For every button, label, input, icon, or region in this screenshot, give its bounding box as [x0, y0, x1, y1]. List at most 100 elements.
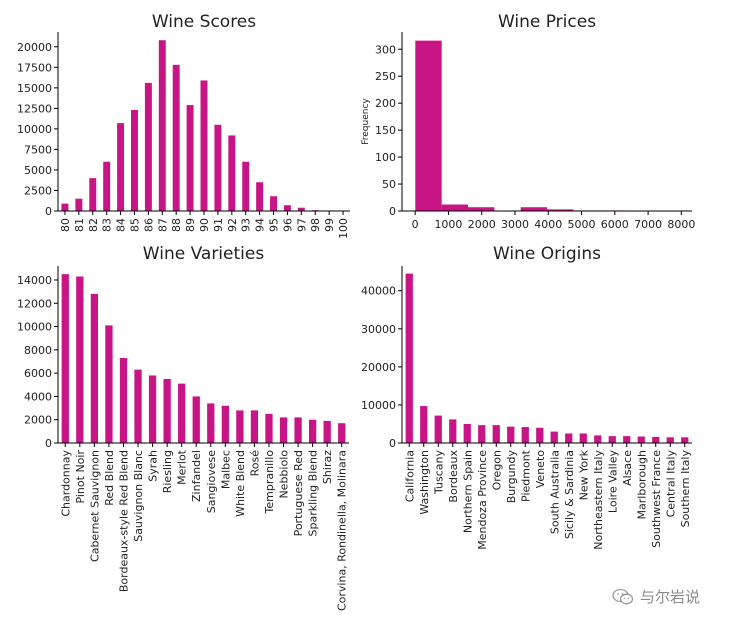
y-tick-label: 20000 [17, 41, 52, 54]
x-tick-label: Bordeaux [447, 450, 460, 503]
y-tick-label: 200 [375, 97, 396, 110]
x-tick-label: 89 [184, 218, 197, 232]
x-tick-label: South Australia [548, 450, 561, 534]
x-tick-label: 90 [198, 218, 211, 232]
x-tick-label: Northeastern Italy [592, 450, 605, 550]
x-tick-label: 94 [254, 218, 267, 232]
y-tick-label: 2500 [24, 184, 52, 197]
x-tick-label: 2000 [468, 218, 496, 231]
bar [536, 427, 544, 443]
watermark: 与尔岩说 [612, 586, 700, 607]
bar [420, 406, 428, 443]
bar [89, 178, 97, 211]
x-tick-label: Bordeaux-style Red Blend [117, 450, 130, 592]
y-tick-label: 0 [389, 205, 396, 218]
bar [134, 369, 142, 443]
x-tick-label: 85 [128, 218, 141, 232]
y-tick-label: 300 [375, 43, 396, 56]
bar [297, 207, 305, 211]
x-tick-label: 87 [156, 218, 169, 232]
bar [76, 276, 84, 443]
chart-title: Wine Origins [493, 244, 601, 264]
y-tick-label: 0 [45, 437, 52, 450]
chart-panel-2: Wine Varieties Chardonnay Pinot Noir Cabern… [17, 244, 349, 611]
bar [608, 436, 616, 443]
bar [623, 436, 631, 443]
y-tick-label: 12500 [17, 102, 52, 115]
y-tick-label: 5000 [24, 164, 52, 177]
x-tick-label: 82 [87, 218, 100, 232]
bar [221, 405, 229, 443]
bar [681, 437, 689, 443]
x-tick-label: 80 [59, 218, 72, 232]
bar [172, 64, 180, 211]
histogram-bar [547, 209, 574, 211]
x-tick-label: 5000 [568, 218, 596, 231]
x-tick-label: Alsace [621, 450, 634, 486]
bar [117, 123, 125, 211]
x-tick-label: Marlborough [635, 450, 648, 519]
y-tick-label: 10000 [17, 321, 52, 334]
x-tick-label: 96 [281, 218, 294, 232]
histogram-bar [415, 40, 442, 211]
bar [256, 182, 264, 211]
x-tick-label: Southwest France [650, 450, 663, 548]
bar [507, 426, 515, 443]
bar [61, 203, 69, 211]
x-tick-label: Washington [418, 450, 431, 515]
bar [270, 196, 277, 211]
y-tick-label: 17500 [17, 61, 52, 74]
x-tick-label: Rosé [248, 450, 261, 477]
bar [666, 437, 674, 443]
x-tick-label: California [403, 450, 416, 502]
bar [200, 80, 208, 212]
x-tick-label: Red Blend [103, 450, 116, 506]
y-tick-label: 10000 [17, 123, 52, 136]
chart-title: Wine Varieties [143, 244, 265, 264]
x-tick-label: Tempranillo [263, 450, 276, 515]
y-tick-label: 6000 [24, 367, 52, 380]
watermark-text: 与尔岩说 [640, 588, 701, 606]
y-tick-label: 7500 [24, 143, 52, 156]
x-tick-label: Burgundy [505, 450, 518, 504]
x-tick-label: 7000 [634, 218, 662, 231]
y-tick-label: 14000 [17, 274, 52, 287]
bar [75, 198, 83, 211]
x-tick-label: 92 [226, 218, 239, 232]
x-tick-label: Tuscany [432, 450, 445, 496]
x-tick-label: 1000 [434, 218, 462, 231]
bar [192, 396, 200, 443]
bar [158, 40, 166, 211]
x-tick-label: Zinfandel [190, 450, 203, 502]
x-tick-label: 0 [412, 218, 419, 231]
bar [61, 274, 69, 443]
bar [338, 423, 346, 443]
x-tick-label: 4000 [534, 218, 562, 231]
x-tick-label: 91 [212, 218, 225, 232]
x-tick-label: Oregon [490, 450, 503, 490]
chart-title: Wine Scores [152, 12, 256, 32]
x-tick-label: Shiraz [321, 450, 334, 484]
wechat-icon [612, 588, 634, 604]
y-tick-label: 20000 [361, 361, 396, 374]
x-tick-label: Malbec [219, 450, 232, 489]
x-tick-label: Piedmont [519, 449, 532, 502]
bar [283, 205, 291, 211]
x-tick-label: Pinot Noir [74, 450, 87, 504]
bar [492, 425, 500, 443]
y-tick-label: 2000 [24, 414, 52, 427]
bar [103, 161, 111, 211]
x-tick-label: Central Italy [664, 450, 677, 518]
x-tick-label: Sauvignon Blanc [132, 450, 145, 542]
x-tick-label: Mendoza Province [476, 450, 489, 550]
x-tick-label: 88 [170, 218, 183, 232]
bar [294, 417, 302, 443]
bar [242, 161, 250, 211]
bar [178, 383, 186, 443]
bar [323, 420, 331, 443]
x-tick-label: 97 [295, 218, 308, 232]
y-tick-label: 10000 [361, 399, 396, 412]
